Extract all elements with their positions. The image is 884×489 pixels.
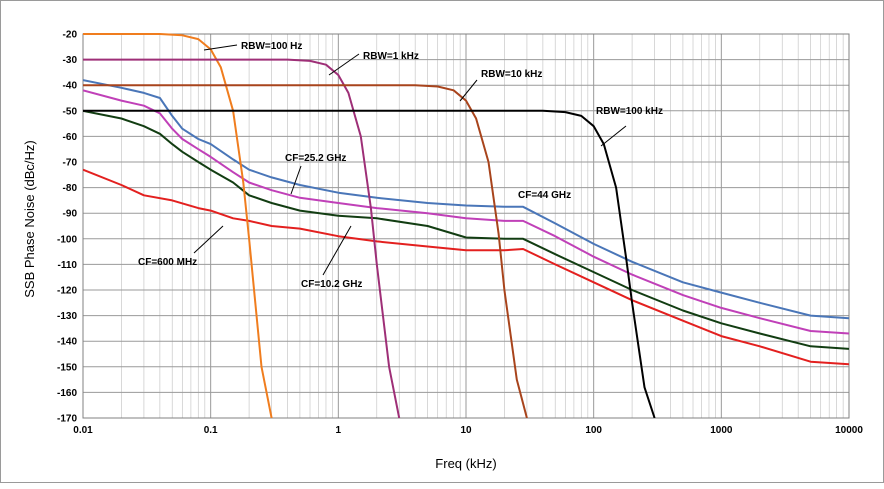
- y-tick-label: -80: [63, 183, 78, 194]
- y-tick-label: -40: [63, 81, 78, 92]
- annotation-pointer: [600, 125, 627, 147]
- series-rbw-1-khz: [83, 58, 401, 418]
- annotation-pointer: [459, 79, 478, 102]
- y-tick-label: -30: [63, 55, 78, 66]
- annotation-label: CF=25.2 GHz: [285, 153, 346, 164]
- x-tick-label: 1: [336, 425, 342, 436]
- annotation-label: RBW=1 kHz: [363, 51, 419, 62]
- y-tick-label: -70: [63, 158, 78, 169]
- x-tick-label: 0.1: [204, 425, 218, 436]
- y-tick-label: -60: [63, 132, 78, 143]
- y-tick-label: -110: [58, 260, 78, 271]
- annotation-pointer: [203, 44, 238, 51]
- y-tick-label: -150: [57, 362, 77, 373]
- x-tick-label: 10000: [835, 425, 863, 436]
- y-tick-label: -50: [63, 106, 78, 117]
- y-tick-label: -130: [57, 311, 77, 322]
- annotations: RBW=100 Hz RBW=1 kHz RBW=10 kHz RBW=100 kHz…: [138, 41, 663, 290]
- x-tick-label: 100: [585, 425, 602, 436]
- annotation-pointer: [322, 225, 352, 276]
- series-rbw-100-hz: [83, 33, 273, 418]
- x-tick-label: 0.01: [73, 425, 93, 436]
- y-tick-label: -90: [63, 209, 78, 220]
- y-axis-title: SSB Phase Noise (dBc/Hz): [22, 140, 37, 298]
- annotation-label: RBW=100 kHz: [596, 106, 663, 117]
- y-tick-label: -120: [57, 286, 77, 297]
- y-tick-label: -170: [57, 414, 77, 425]
- series-cf-10-2-ghz: [83, 109, 849, 350]
- series-rbw-10-khz: [83, 84, 528, 418]
- x-tick-label: 1000: [710, 425, 733, 436]
- x-tick-label: 10: [460, 425, 472, 436]
- annotation-label: CF=44 GHz: [518, 190, 571, 201]
- y-tick-label: -100: [57, 234, 77, 245]
- annotation-label: CF=600 MHz: [138, 257, 197, 268]
- annotation-label: CF=10.2 GHz: [301, 279, 362, 290]
- y-tick-label: -20: [63, 30, 78, 41]
- annotation-label: RBW=100 Hz: [241, 41, 302, 52]
- series-cf-44-ghz: [83, 79, 849, 320]
- annotation-pointer: [193, 225, 224, 254]
- annotation-pointer: [328, 53, 360, 76]
- grid: [82, 33, 850, 419]
- annotation-pointer: [290, 165, 302, 195]
- y-tick-label: -160: [57, 388, 77, 399]
- series-cf-600-mhz: [83, 168, 849, 366]
- y-tick-label: -140: [57, 337, 77, 348]
- annotation-label: RBW=10 kHz: [481, 69, 542, 80]
- plot-area-border: [82, 33, 850, 419]
- x-axis-title: Freq (kHz): [435, 456, 496, 471]
- series-cf-25-2-ghz: [83, 89, 849, 335]
- axes: 0.01 0.1 1 10 100 1000 10000 -20 -30 -40 -50 -60 -70…: [57, 30, 863, 437]
